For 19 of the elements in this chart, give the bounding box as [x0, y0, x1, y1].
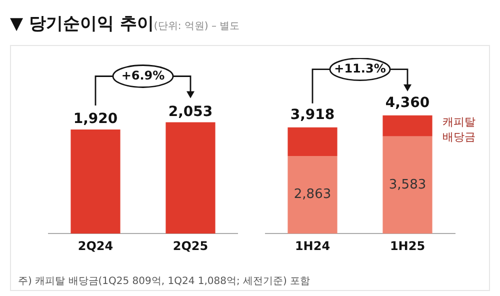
bar: [382, 115, 432, 136]
series-label: 캐피탈 배당금: [442, 116, 476, 144]
text: +6.9%: [121, 68, 165, 82]
data-label: 1,920: [73, 111, 118, 128]
x-tick-label: 2Q25: [172, 238, 208, 253]
x-tick-label: 1H25: [390, 238, 426, 253]
chart-subtitle: (단위: 억원) – 별도: [154, 21, 240, 32]
data-label: 2,863: [294, 187, 332, 202]
data-label: 3,583: [388, 177, 426, 192]
data-label: 2,053: [168, 104, 213, 120]
total-label: 3,918: [290, 106, 335, 123]
x-tick-label: 1H24: [294, 238, 330, 253]
bar: [288, 156, 338, 234]
total-label: 4,360: [385, 94, 430, 111]
text: 주) 캐피탈 배당금(1Q25 809억, 1Q24 1,088억; 세전기준) 포함: [18, 275, 310, 288]
x-tick-label: 2Q24: [78, 238, 114, 253]
text: +11.3%: [334, 61, 386, 76]
bar: [288, 127, 338, 156]
bar: [382, 136, 432, 234]
